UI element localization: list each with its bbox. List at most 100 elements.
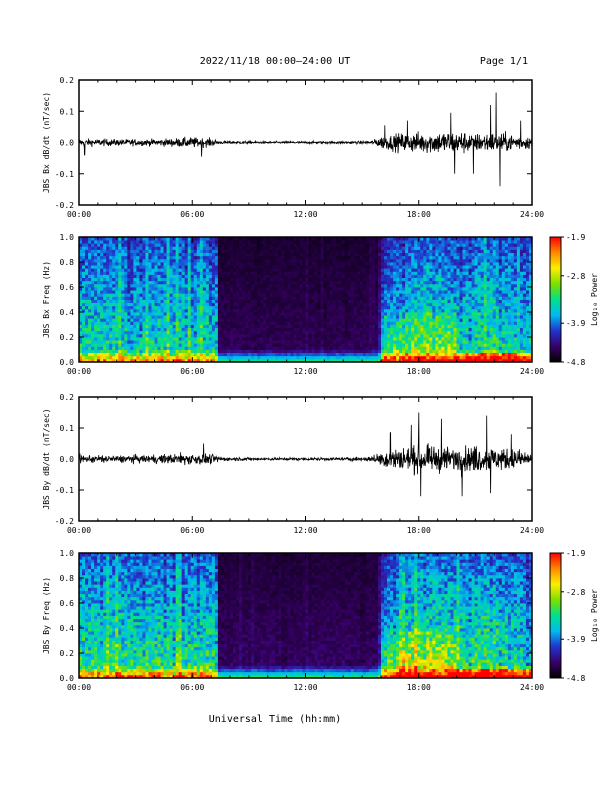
heatmap-cell xyxy=(414,255,418,260)
heatmap-cell xyxy=(121,265,125,269)
heatmap-cell xyxy=(230,258,234,263)
heatmap-cell xyxy=(414,290,418,294)
heatmap-cell xyxy=(239,327,243,332)
heatmap-cell xyxy=(109,352,113,357)
heatmap-cell xyxy=(396,262,400,266)
heatmap-cell xyxy=(278,333,282,338)
heatmap-cell xyxy=(408,290,412,294)
heatmap-cell xyxy=(396,265,400,269)
heatmap-cell xyxy=(214,358,219,363)
heatmap-cell xyxy=(166,287,170,291)
heatmap-cell xyxy=(359,299,364,304)
heatmap-cell xyxy=(193,262,198,266)
heatmap-cell xyxy=(242,237,246,241)
heatmap-cell xyxy=(172,290,177,294)
heatmap-cell xyxy=(82,265,86,269)
heatmap-cell xyxy=(208,318,213,322)
heatmap-cell xyxy=(187,258,192,263)
heatmap-cell xyxy=(381,290,385,294)
heatmap-cell xyxy=(444,293,448,297)
heatmap-cell xyxy=(281,240,285,244)
heatmap-cell xyxy=(344,237,349,241)
heatmap-cell xyxy=(374,271,379,275)
heatmap-cell xyxy=(175,249,180,254)
heatmap-cell xyxy=(305,240,309,244)
heatmap-cell xyxy=(296,240,300,244)
heatmap-cell xyxy=(109,358,113,363)
heatmap-cell xyxy=(263,290,267,294)
heatmap-cell xyxy=(384,249,388,254)
heatmap-cell xyxy=(284,327,288,332)
heatmap-cell xyxy=(402,265,406,269)
heatmap-cell xyxy=(432,302,436,307)
heatmap-cell xyxy=(211,340,216,344)
heatmap-cell xyxy=(353,274,358,279)
heatmap-cell xyxy=(281,343,285,347)
heatmap-cell xyxy=(130,252,134,257)
heatmap-cell xyxy=(260,324,264,329)
heatmap-cell xyxy=(417,337,421,341)
heatmap-cell xyxy=(326,299,331,304)
heatmap-cell xyxy=(115,271,119,275)
heatmap-cell xyxy=(139,358,143,363)
heatmap-cell xyxy=(121,237,125,241)
heatmap-cell xyxy=(302,258,306,263)
heatmap-cell xyxy=(426,271,430,275)
heatmap-cell xyxy=(100,283,104,288)
heatmap-cell xyxy=(399,333,403,338)
heatmap-cell xyxy=(187,249,192,254)
heatmap-cell xyxy=(263,315,267,319)
heatmap-cell xyxy=(332,340,337,344)
heatmap-cell xyxy=(429,333,433,338)
heatmap-cell xyxy=(239,296,243,300)
heatmap-cell xyxy=(329,318,334,322)
heatmap-cell xyxy=(239,302,243,307)
heatmap-cell xyxy=(202,346,207,350)
heatmap-cell xyxy=(109,315,113,319)
heatmap-cell xyxy=(223,271,228,275)
heatmap-cell xyxy=(193,290,198,294)
heatmap-cell xyxy=(414,277,418,282)
heatmap-cell xyxy=(226,237,231,241)
heatmap-cell xyxy=(371,293,376,297)
heatmap-cell xyxy=(269,299,273,304)
heatmap-cell xyxy=(402,349,406,354)
heatmap-cell xyxy=(353,346,358,350)
heatmap-cell xyxy=(408,315,412,319)
heatmap-cell xyxy=(245,346,249,350)
heatmap-cell xyxy=(178,324,183,329)
heatmap-cell xyxy=(145,308,149,313)
heatmap-cell xyxy=(326,262,331,266)
heatmap-cell xyxy=(362,274,367,279)
heatmap-cell xyxy=(248,327,252,332)
heatmap-cell xyxy=(184,343,189,347)
heatmap-cell xyxy=(390,243,394,247)
heatmap-cell xyxy=(109,240,113,244)
heatmap-cell xyxy=(208,340,213,344)
heatmap-cell xyxy=(109,265,113,269)
heatmap-cell xyxy=(305,337,309,341)
heatmap-cell xyxy=(160,337,164,341)
heatmap-cell xyxy=(450,358,454,363)
heatmap-cell xyxy=(112,337,116,341)
heatmap-cell xyxy=(160,265,164,269)
heatmap-cell xyxy=(178,258,183,263)
heatmap-cell xyxy=(230,262,234,266)
heatmap-cell xyxy=(426,346,430,350)
heatmap-cell xyxy=(390,318,394,322)
heatmap-cell xyxy=(269,265,273,269)
heatmap-cell xyxy=(423,280,427,285)
heatmap-cell xyxy=(387,262,391,266)
heatmap-cell xyxy=(124,249,128,254)
heatmap-cell xyxy=(387,252,391,257)
heatmap-cell xyxy=(272,337,276,341)
heatmap-cell xyxy=(160,237,164,241)
heatmap-cell xyxy=(163,312,167,316)
heatmap-cell xyxy=(353,280,358,285)
heatmap-cell xyxy=(181,287,186,291)
heatmap-cell xyxy=(411,271,415,275)
heatmap-cell xyxy=(226,268,231,272)
heatmap-cell xyxy=(278,246,282,250)
heatmap-cell xyxy=(374,340,379,344)
heatmap-cell xyxy=(275,277,279,282)
